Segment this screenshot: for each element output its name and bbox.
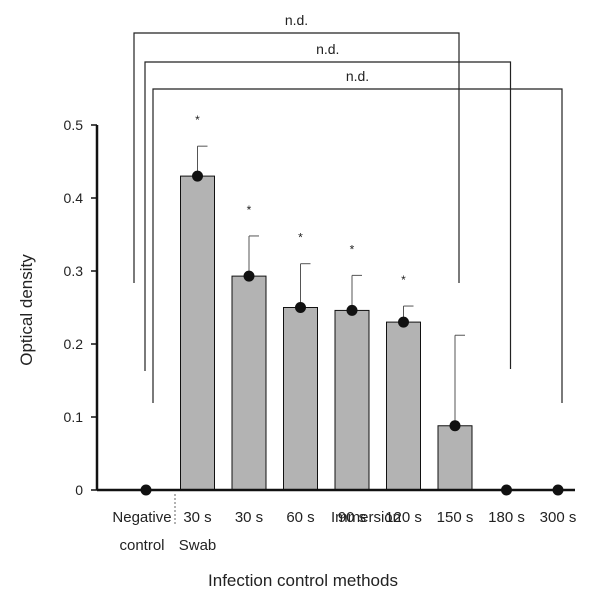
x-tick-label: 30 s <box>235 509 263 526</box>
x-tick-label: Negative <box>112 509 171 526</box>
bar <box>386 321 421 491</box>
bars <box>180 175 473 491</box>
error-bars <box>197 145 465 426</box>
y-tick-label: 0.2 <box>64 336 84 352</box>
x-tick-labels: Negative control 30 s Swab 30 s 60 s 90 s 120 s… <box>112 509 576 554</box>
bar <box>334 309 370 491</box>
x-tick-label: 150 s <box>437 509 474 526</box>
comparison-bracket <box>144 61 512 371</box>
x-axis-title: Infection control methods <box>208 571 398 590</box>
x-tick-label-sub: control <box>119 537 164 554</box>
bar <box>231 275 267 491</box>
data-point <box>449 420 461 432</box>
comparison-bracket <box>133 32 460 283</box>
comparison-bracket <box>152 88 563 403</box>
data-point <box>346 304 358 316</box>
x-tick-label: 30 s <box>183 509 211 526</box>
comparison-label: n.d. <box>285 12 308 28</box>
y-axis-title: Optical density <box>17 254 36 366</box>
bar <box>180 175 215 491</box>
data-point <box>192 170 203 182</box>
comparison-brackets: n.d. n.d. n.d. <box>133 12 563 403</box>
data-point <box>398 316 409 328</box>
y-tick-label: 0.5 <box>64 117 84 133</box>
x-tick-label: 90 s <box>338 509 366 526</box>
y-ticks: 0 0.1 0.2 0.3 0.4 0.5 <box>64 117 97 498</box>
significance-marker: * <box>195 113 200 127</box>
comparison-label: n.d. <box>316 41 339 57</box>
data-point <box>295 302 306 313</box>
y-tick-label: 0.4 <box>64 190 84 206</box>
data-point <box>243 270 255 282</box>
y-tick-label: 0 <box>75 482 83 498</box>
bar <box>283 307 318 491</box>
x-tick-label-sub: Swab <box>179 537 217 554</box>
x-tick-label: 60 s <box>286 509 314 526</box>
significance-markers: * * * * * <box>195 113 406 287</box>
significance-marker: * <box>350 242 355 256</box>
group-label-immersion: Immersion <box>331 509 401 526</box>
comparison-label: n.d. <box>346 68 369 84</box>
significance-marker: * <box>298 231 303 245</box>
x-tick-label: 120 s <box>385 509 422 526</box>
x-tick-label: 300 s <box>540 509 577 526</box>
significance-marker: * <box>247 203 252 217</box>
significance-marker: * <box>401 273 406 287</box>
y-tick-label: 0.1 <box>64 409 84 425</box>
y-tick-label: 0.3 <box>64 263 84 279</box>
bar <box>437 425 473 491</box>
x-tick-label: 180 s <box>488 509 525 526</box>
